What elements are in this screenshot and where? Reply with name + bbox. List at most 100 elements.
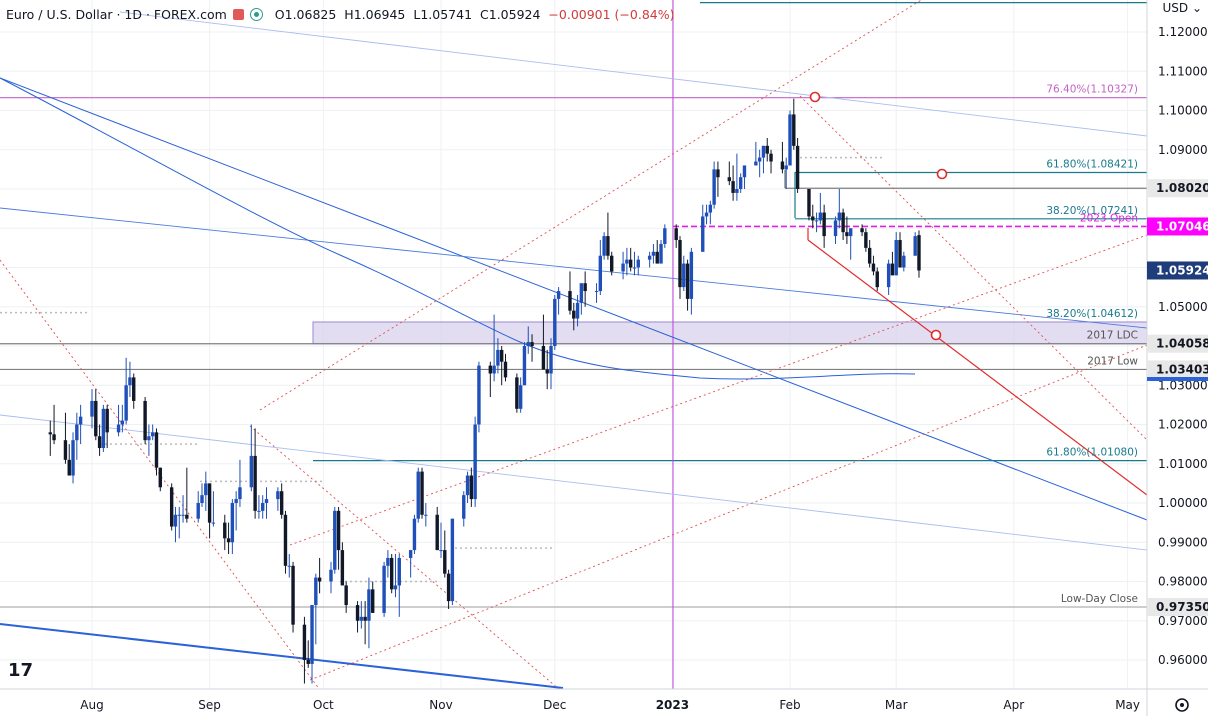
candle-body	[291, 565, 295, 625]
candle-body	[704, 212, 709, 217]
candle	[310, 605, 314, 684]
candle	[181, 495, 185, 523]
candle-body	[143, 400, 147, 441]
drawings	[0, 0, 1147, 690]
candle	[716, 161, 720, 197]
candle-body	[864, 232, 868, 248]
symbol-title[interactable]: Euro / U.S. Dollar · 1D · FOREX.com	[6, 6, 227, 22]
candle	[807, 189, 811, 221]
candle	[177, 506, 181, 539]
candle	[477, 361, 481, 433]
candle	[234, 491, 238, 531]
candle-body	[848, 228, 853, 237]
candle-body	[48, 432, 52, 435]
candle-body	[659, 243, 663, 264]
candle	[742, 165, 747, 189]
candle-body	[63, 440, 68, 460]
candle	[735, 153, 739, 201]
candle-body	[792, 114, 796, 146]
y-tick-label: 1.11000	[1158, 64, 1208, 78]
candle-body	[420, 471, 424, 515]
price-label: 1.05924	[1156, 263, 1208, 277]
spacer	[0, 150, 560, 690]
market-status-icon[interactable]	[249, 7, 263, 21]
gear-hub	[1180, 703, 1184, 707]
candle	[526, 326, 530, 354]
candle-body	[610, 255, 614, 272]
candle-body	[568, 291, 572, 311]
circle-marker	[809, 91, 821, 103]
candle-body	[780, 161, 785, 170]
candle	[780, 141, 785, 174]
flag-icon[interactable]	[232, 8, 244, 20]
candle-body	[435, 514, 439, 551]
y-tick-label: 0.98000	[1158, 575, 1208, 589]
ohlc-open: O1.06825	[274, 6, 337, 22]
candle	[788, 110, 792, 166]
candle	[860, 224, 864, 237]
candle-body	[716, 169, 720, 178]
currency-selector[interactable]: USD ⌄	[1162, 1, 1202, 15]
candle-body	[769, 153, 773, 162]
candle	[606, 212, 610, 260]
blue-channel-base	[0, 623, 564, 689]
candle-body	[329, 569, 333, 582]
candle-body	[515, 377, 519, 409]
candle-body	[833, 220, 838, 237]
candle-body	[655, 251, 659, 264]
candle-body	[594, 291, 599, 293]
candle-body	[279, 491, 284, 515]
candle	[424, 503, 428, 527]
candle-body	[860, 228, 864, 233]
candle-body	[253, 455, 257, 511]
candle	[518, 377, 523, 413]
circle-marker	[936, 168, 948, 180]
y-tick-label: 1.05000	[1158, 300, 1208, 314]
level-annotation: 76.40%(1.10327)	[1046, 84, 1138, 96]
candle-body	[784, 165, 788, 170]
candle-body	[443, 550, 447, 574]
candle	[841, 208, 845, 241]
candle	[727, 161, 732, 186]
candle-body	[207, 483, 212, 523]
circle-marker	[930, 329, 942, 341]
support-zone	[312, 321, 1147, 345]
candle	[488, 361, 493, 398]
candle-body	[765, 145, 769, 154]
candle	[48, 420, 52, 456]
candle-body	[116, 424, 121, 433]
candle	[257, 495, 261, 519]
candle-body	[598, 255, 603, 292]
level-annotation: 38.20%(1.04612)	[1046, 308, 1138, 320]
candle	[71, 432, 75, 484]
candle-body	[621, 263, 625, 272]
candle-body	[276, 491, 280, 500]
candle	[579, 283, 584, 315]
candle-body	[526, 342, 530, 346]
candle	[120, 404, 125, 433]
candle	[363, 601, 367, 645]
candle-body	[682, 263, 686, 288]
candle-body	[708, 204, 713, 213]
candle-body	[663, 228, 667, 244]
price-label: 1.08020	[1156, 181, 1208, 195]
gear-icon[interactable]	[1175, 698, 1189, 712]
candle	[610, 251, 614, 276]
candle-body	[75, 424, 79, 441]
candle-body	[302, 624, 307, 660]
level-annotation: 61.80%(1.01080)	[1046, 447, 1138, 459]
candle-body	[317, 577, 322, 582]
candle-body	[173, 514, 178, 527]
candle	[708, 200, 713, 225]
candle	[306, 640, 310, 668]
candle	[837, 189, 842, 229]
candle	[314, 573, 318, 645]
candle-body	[492, 365, 496, 374]
candle	[754, 141, 758, 166]
candle-body	[917, 235, 921, 271]
candle	[625, 247, 629, 276]
candle	[575, 294, 580, 327]
red-channel-upper	[259, 0, 923, 411]
candle	[515, 373, 519, 413]
